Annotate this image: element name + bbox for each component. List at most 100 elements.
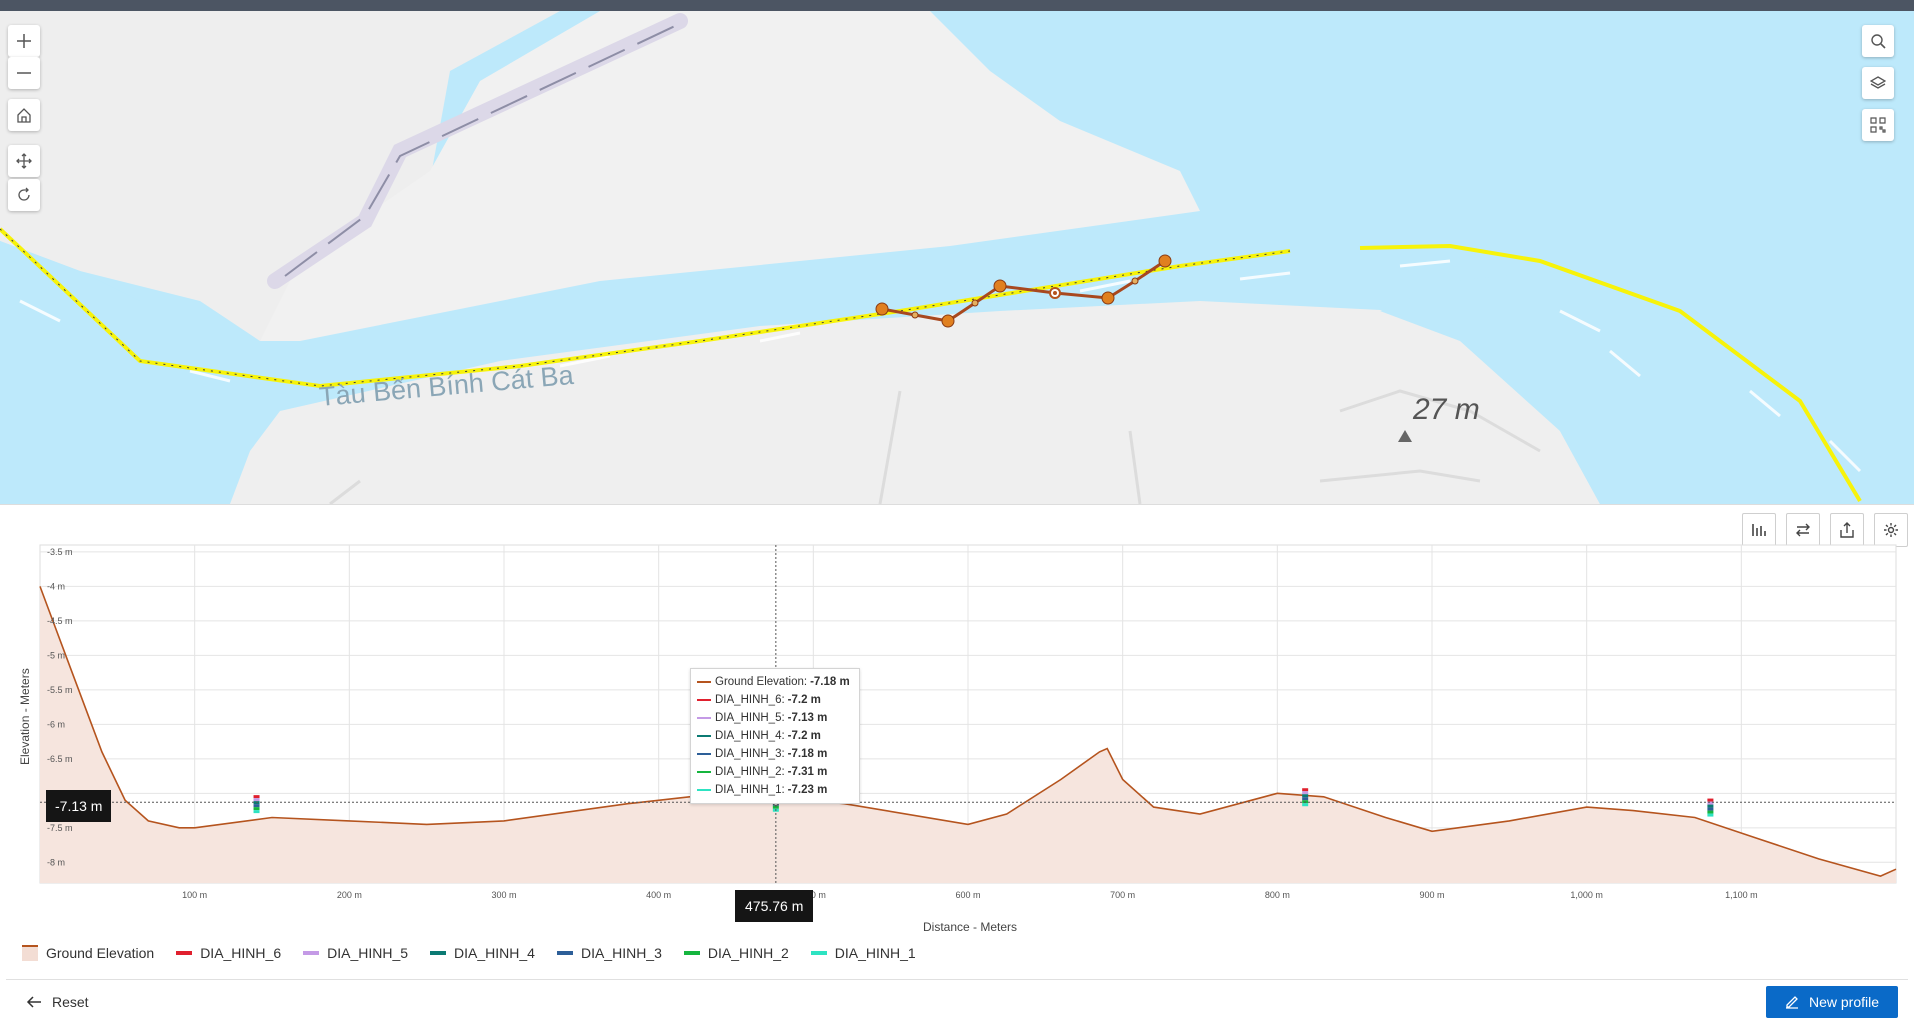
swap-icon xyxy=(1796,523,1810,537)
legend-swatch xyxy=(22,945,38,961)
legend-item[interactable]: DIA_HINH_4 xyxy=(430,945,535,961)
new-profile-label: New profile xyxy=(1808,994,1880,1010)
tooltip-value: -7.23 m xyxy=(787,784,828,796)
chart-actions xyxy=(1742,513,1908,547)
search-button[interactable] xyxy=(1862,25,1894,57)
rotate-button[interactable] xyxy=(8,179,40,211)
layer-marker xyxy=(1707,801,1714,805)
layer-marker xyxy=(253,807,260,811)
layer-marker xyxy=(1302,794,1309,798)
x-axis-label: Distance - Meters xyxy=(923,920,1017,934)
y-tick-label: -7.5 m xyxy=(47,823,73,833)
layer-marker xyxy=(1302,797,1309,801)
y-tick-label: -5.5 m xyxy=(47,685,73,695)
tooltip-label: DIA_HINH_4: xyxy=(715,730,785,742)
ground-elevation-area xyxy=(39,586,1897,883)
zoom-in-button[interactable] xyxy=(8,25,40,57)
zoom-out-button[interactable] xyxy=(8,57,40,89)
legend-swatch xyxy=(810,951,827,955)
chart-stats-button[interactable] xyxy=(1742,513,1776,547)
tooltip-value: -7.2 m xyxy=(787,730,821,742)
map-canvas: Tàu Bến Bính Cát Ba 27 m xyxy=(0,11,1914,504)
x-tick-label: 1,100 m xyxy=(1725,890,1758,900)
ground-elevation-line xyxy=(39,586,1897,877)
tooltip-row: DIA_HINH_4: -7.2 m xyxy=(697,727,853,745)
tooltip-value: -7.31 m xyxy=(787,766,828,778)
tooltip-label: DIA_HINH_6: xyxy=(715,694,785,706)
legend-item[interactable]: DIA_HINH_2 xyxy=(683,945,789,961)
x-tick-label: 200 m xyxy=(337,890,362,900)
layers-button[interactable] xyxy=(1862,67,1894,99)
tooltip-label: DIA_HINH_2: xyxy=(715,766,785,778)
tooltip-row: DIA_HINH_1: -7.23 m xyxy=(697,781,853,799)
legend-label: DIA_HINH_4 xyxy=(454,945,535,961)
pan-button[interactable] xyxy=(8,145,40,177)
layer-marker xyxy=(253,810,260,814)
gear-icon xyxy=(1884,523,1898,537)
layer-marker xyxy=(253,804,260,808)
layer-marker xyxy=(1707,804,1714,808)
tooltip-row: DIA_HINH_2: -7.31 m xyxy=(697,763,853,781)
chart-legend: Ground Elevation DIA_HINH_6 DIA_HINH_5 DIA_… xyxy=(22,945,916,961)
legend-item[interactable]: DIA_HINH_1 xyxy=(810,945,916,961)
layer-marker xyxy=(1707,810,1714,814)
legend-swatch xyxy=(176,951,193,955)
x-tick-label: 300 m xyxy=(491,890,516,900)
tooltip-swatch xyxy=(697,789,711,791)
tooltip-value: -7.13 m xyxy=(787,712,828,724)
move-icon xyxy=(16,153,32,169)
crosshair-y-label: -7.13 m xyxy=(46,790,112,822)
tooltip-value: -7.18 m xyxy=(787,748,828,760)
map-view[interactable]: Tàu Bến Bính Cát Ba 27 m xyxy=(0,11,1914,504)
y-tick-label: -8 m xyxy=(47,857,65,867)
legend-label: DIA_HINH_1 xyxy=(834,945,916,961)
x-tick-label: 400 m xyxy=(646,890,671,900)
legend-swatch xyxy=(556,951,573,955)
legend-label: DIA_HINH_5 xyxy=(327,945,409,961)
reset-label: Reset xyxy=(52,994,89,1010)
tooltip-swatch xyxy=(697,753,711,755)
legend-label: DIA_HINH_6 xyxy=(200,945,282,961)
legend-swatch xyxy=(683,951,700,955)
crosshair-x-label: 475.76 m xyxy=(735,890,814,922)
reset-button[interactable]: Reset xyxy=(26,994,89,1010)
layer-marker xyxy=(253,795,260,799)
legend-swatch xyxy=(303,951,320,955)
qr-button[interactable] xyxy=(1862,109,1894,141)
rotate-icon xyxy=(18,187,30,201)
x-tick-label: 700 m xyxy=(1110,890,1135,900)
legend-item[interactable]: Ground Elevation xyxy=(22,945,154,961)
legend-item[interactable]: DIA_HINH_3 xyxy=(556,945,662,961)
x-tick-label: 1,000 m xyxy=(1570,890,1603,900)
arrow-left-icon xyxy=(26,996,41,1008)
search-icon xyxy=(1871,34,1886,49)
y-tick-label: -4.5 m xyxy=(47,616,73,626)
tooltip-row: Ground Elevation: -7.18 m xyxy=(697,673,853,691)
layer-marker xyxy=(772,805,779,809)
tooltip-value: -7.18 m xyxy=(810,676,850,688)
tooltip-label: Ground Elevation: xyxy=(715,676,808,688)
legend-label: DIA_HINH_3 xyxy=(580,945,662,961)
tooltip-row: DIA_HINH_6: -7.2 m xyxy=(697,691,853,709)
legend-item[interactable]: DIA_HINH_6 xyxy=(176,945,281,961)
new-profile-button[interactable]: New profile xyxy=(1766,986,1898,1018)
tooltip-swatch xyxy=(697,771,711,773)
layer-marker xyxy=(1302,803,1309,807)
x-tick-label: 900 m xyxy=(1419,890,1444,900)
y-tick-label: -3.5 m xyxy=(47,547,73,557)
y-tick-label: -6.5 m xyxy=(47,754,73,764)
ground-elevation-fill xyxy=(40,586,1896,883)
legend-label: DIA_HINH_2 xyxy=(707,945,789,961)
layer-marker xyxy=(1707,813,1714,817)
legend-item[interactable]: DIA_HINH_5 xyxy=(303,945,408,961)
tooltip-swatch xyxy=(697,735,711,737)
tooltip-label: DIA_HINH_5: xyxy=(715,712,785,724)
top-bar xyxy=(0,0,1914,11)
tooltip-row: DIA_HINH_3: -7.18 m xyxy=(697,745,853,763)
home-button[interactable] xyxy=(8,99,40,131)
chart-tooltip: Ground Elevation: -7.18 m DIA_HINH_6: -7.2 … xyxy=(690,668,860,804)
legend-label: Ground Elevation xyxy=(46,945,155,961)
elevation-chart[interactable]: -3.5 m-4 m-4.5 m-5 m-5.5 m-6 m-6.5 m-7 m… xyxy=(0,505,1914,945)
tooltip-value: -7.2 m xyxy=(787,694,821,706)
export-button[interactable] xyxy=(1830,513,1864,547)
